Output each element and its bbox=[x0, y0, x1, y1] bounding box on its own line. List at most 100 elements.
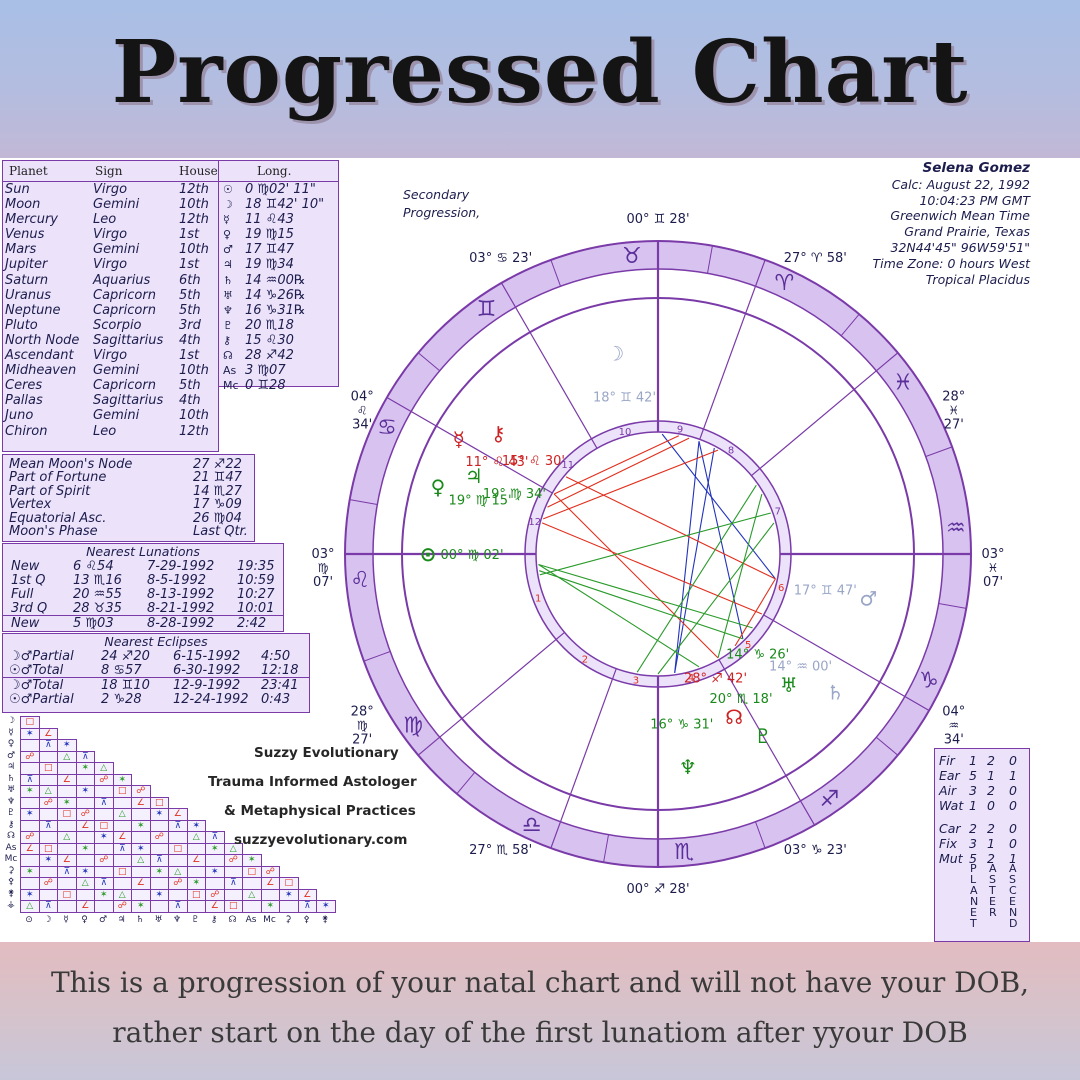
cusp-sign-label: ♓ bbox=[948, 404, 959, 418]
aspect-grid-row-label: ♃ bbox=[6, 762, 16, 772]
longitude-row: ☽ 18 ♊42' 10" bbox=[219, 197, 338, 212]
planet-glyph: ⚷ bbox=[491, 422, 506, 446]
aspect-grid-col-label: As bbox=[245, 914, 257, 925]
planet-row: Pluto Scorpio 3rd bbox=[3, 318, 218, 333]
longitude-row: As 3 ♍07 bbox=[219, 363, 338, 378]
planet-position-label: 28° ♐ 42' bbox=[684, 671, 747, 686]
aspect-grid-row-label: ⚶ bbox=[7, 900, 15, 910]
cusp-minute-label: 07' bbox=[983, 575, 1003, 590]
house-cusp-line bbox=[550, 668, 617, 849]
planet-sign: Scorpio bbox=[93, 317, 142, 333]
cusp-degree-label: 27° ♈ 58' bbox=[784, 251, 847, 266]
sign-divider bbox=[349, 499, 378, 505]
col-planet-header: Planet bbox=[9, 164, 48, 178]
house-cusp-line bbox=[386, 396, 553, 494]
eclipses-title: Nearest Eclipses bbox=[104, 634, 208, 649]
planet-longitude: 14 ♑26℞ bbox=[245, 287, 306, 303]
planet-house: 1st bbox=[179, 348, 200, 364]
cusp-minute-label: 34' bbox=[352, 418, 372, 433]
house-number: 9 bbox=[677, 424, 683, 435]
planet-sign: Leo bbox=[93, 423, 117, 439]
aspect-line bbox=[734, 578, 776, 647]
house-number: 2 bbox=[582, 654, 588, 665]
caption-banner: This is a progression of your natal char… bbox=[0, 942, 1080, 1080]
element-cell: 1 bbox=[987, 836, 995, 851]
point-row: Part of Fortune 21 ♊47 bbox=[3, 470, 254, 485]
lunation-row: 1st Q 13 ♏16 8-5-1992 10:59 bbox=[3, 573, 283, 588]
aspect-line bbox=[674, 441, 700, 673]
element-column-label: ASCEND bbox=[1009, 862, 1018, 930]
aspect-grid-row-label: ♇ bbox=[6, 808, 16, 818]
aspect-cell: ✶ bbox=[316, 900, 336, 913]
cusp-degree-label: 03° bbox=[981, 547, 1004, 562]
eclipse-date: 6-30-1992 bbox=[173, 663, 241, 679]
cusp-degree-label: 28° bbox=[351, 704, 374, 719]
planet-longitude: 19 ♍15 bbox=[245, 227, 294, 243]
planet-house: 10th bbox=[179, 242, 209, 258]
aspect-cell bbox=[186, 900, 206, 913]
cusp-minute-label: 07' bbox=[313, 575, 333, 590]
house-number: 1 bbox=[535, 594, 541, 605]
planet-sign: Virgo bbox=[93, 182, 128, 197]
planet-row: Uranus Capricorn 5th bbox=[3, 288, 218, 303]
points-table: Mean Moon's Node 27 ♐22 Part of Fortune 21 … bbox=[2, 454, 255, 542]
planet-name: Mercury bbox=[5, 212, 58, 228]
planet-glyph: ♀ bbox=[223, 228, 232, 242]
element-cell: Fir bbox=[939, 753, 955, 768]
eclipse-row: ☽♂Total 18 ♊10 12-9-1992 23:41 bbox=[3, 677, 309, 694]
sign-divider bbox=[925, 446, 953, 457]
planet-house: 1st bbox=[179, 227, 200, 243]
element-cell: 3 bbox=[969, 836, 977, 851]
house-number: 7 bbox=[775, 506, 781, 517]
planet-row: Juno Gemini 10th bbox=[3, 408, 218, 423]
lunation-row: New 6 ♌54 7-29-1992 19:35 bbox=[3, 559, 283, 575]
lunation-phase: New bbox=[11, 616, 40, 632]
eclipses-table: Nearest Eclipses ☽♂Partial 24 ♐20 6-15-199… bbox=[2, 633, 310, 713]
eclipse-row: ☽♂Partial 24 ♐20 6-15-1992 4:50 bbox=[3, 649, 309, 664]
cusp-degree-label: 03° bbox=[311, 547, 334, 562]
planet-row: Neptune Capricorn 5th bbox=[3, 303, 218, 318]
planet-row: Ascendant Virgo 1st bbox=[3, 348, 218, 363]
chart-area: ♉ ♈ ♓ ♒ ♑ ♐ ♏ ♎ ♍ ♌ ♋ ♊ 1 2 3 4 5 6 7 8 9 10 11 12 00° ♊ 28' 27° … bbox=[0, 158, 1080, 942]
col-house-header: House bbox=[179, 164, 218, 178]
aspect-grid-col-label: ⚳ bbox=[284, 914, 292, 925]
planet-position-label: 11° ♌ 43' bbox=[465, 455, 528, 470]
sign-divider bbox=[550, 259, 561, 287]
brand-name: Suzzy Evolutionary bbox=[254, 745, 399, 761]
planet-house: 12th bbox=[179, 212, 209, 228]
aspect-grid-col-label: ♃ bbox=[117, 914, 126, 925]
progression-line1: Secondary bbox=[403, 187, 470, 202]
planet-position-label: 17° ♊ 47' bbox=[794, 584, 857, 599]
aspect-grid-row-label: ⚴ bbox=[7, 877, 15, 887]
eclipse-time: 23:41 bbox=[261, 678, 299, 694]
planet-glyph: ♇ bbox=[754, 724, 772, 748]
eclipse-date: 12-24-1992 bbox=[173, 692, 249, 708]
element-cell: 0 bbox=[987, 798, 995, 813]
aspect-grid-row-label: ☽ bbox=[6, 716, 16, 726]
lunation-date: 7-29-1992 bbox=[147, 559, 215, 575]
cusp-degree-label: 00° ♊ 28' bbox=[626, 212, 689, 227]
element-cell: 2 bbox=[969, 821, 977, 836]
planet-glyph: ♅ bbox=[223, 288, 233, 302]
cusp-degree-label: 04° bbox=[351, 390, 374, 405]
cusp-sign-label: ♒ bbox=[948, 718, 959, 732]
planet-row: Ceres Capricorn 5th bbox=[3, 378, 218, 393]
sign-divider bbox=[938, 603, 967, 609]
planet-glyph: ☿ bbox=[453, 427, 465, 451]
aspect-grid-col-label: ☿ bbox=[63, 914, 69, 925]
planet-glyph: ♅ bbox=[780, 673, 798, 697]
aspect-grid-col-label: Mc bbox=[263, 914, 276, 925]
aspect-grid-col-label: ⚴ bbox=[303, 914, 310, 925]
element-cell: Car bbox=[939, 821, 961, 836]
house-cusp-line bbox=[417, 631, 565, 756]
house-number: 4 bbox=[688, 673, 694, 684]
page-title: Progressed Chart bbox=[111, 22, 969, 123]
planet-sign: Aquarius bbox=[93, 272, 151, 288]
aspect-cell: ✶ bbox=[242, 854, 262, 867]
planet-name: Pallas bbox=[5, 393, 43, 409]
coordinates: 32N44'45" 96W59'51" bbox=[890, 239, 1031, 255]
longitude-row: ☊ 28 ♐42 bbox=[219, 348, 338, 363]
lunation-row: 3rd Q 28 ♉35 8-21-1992 10:01 bbox=[3, 601, 283, 616]
element-cell: Mut bbox=[939, 851, 963, 866]
planet-house: 4th bbox=[179, 332, 201, 348]
